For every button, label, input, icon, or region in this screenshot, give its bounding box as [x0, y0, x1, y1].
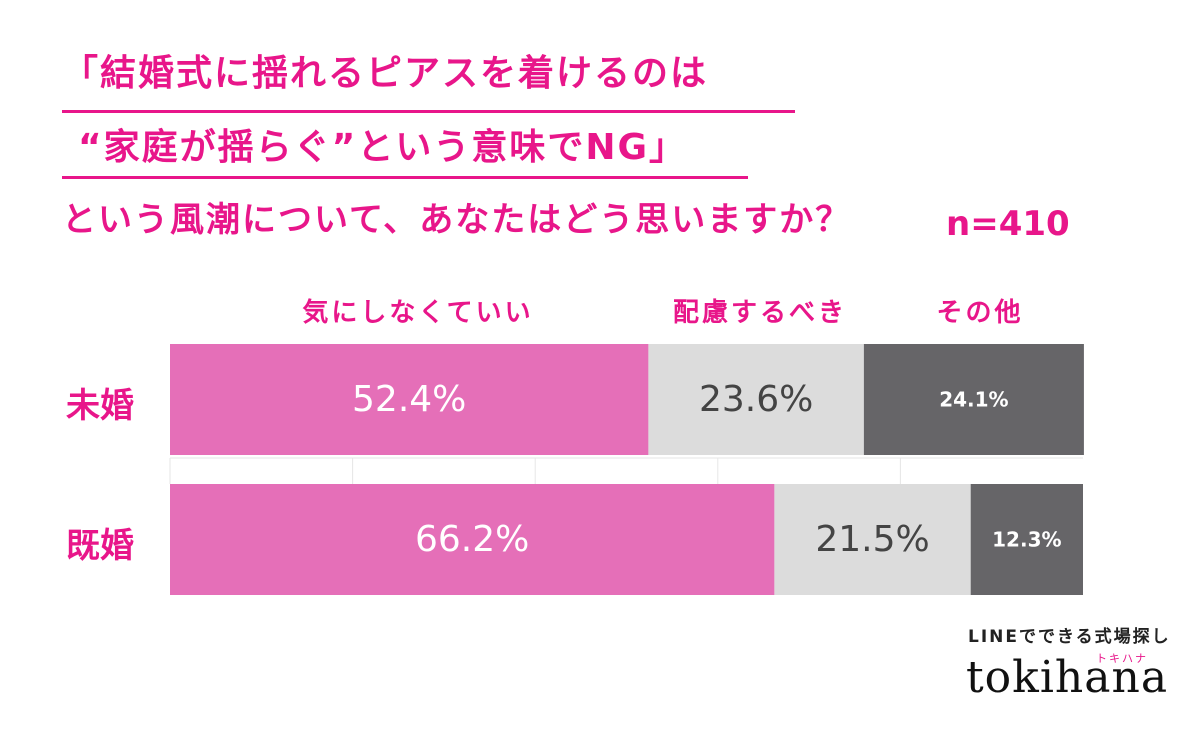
data-label: 52.4% — [352, 379, 466, 420]
legend-item: その他 — [936, 298, 1024, 328]
title-line-1: 「結婚式に揺れるピアスを着けるのは — [62, 53, 709, 94]
legend-item: 気にしなくていい — [302, 298, 534, 328]
bar-segment — [970, 484, 1083, 595]
title-underline-2 — [62, 176, 748, 179]
bar-segment — [170, 344, 649, 455]
data-label: 66.2% — [415, 519, 529, 560]
bar-segment — [170, 484, 775, 595]
data-label: 23.6% — [699, 379, 813, 420]
legend-item: 配慮するべき — [672, 298, 848, 328]
title-line-2: “家庭が揺らぐ”という意味でNG」 — [78, 127, 687, 168]
category-label: 既婚 — [66, 525, 134, 566]
category-label: 未婚 — [66, 385, 134, 426]
brand-tagline: LINEでできる式場探し — [968, 627, 1171, 647]
data-label: 21.5% — [815, 519, 929, 560]
brand-kana: トキハナ — [1096, 652, 1148, 665]
data-label: 12.3% — [992, 528, 1061, 552]
title-underline-1 — [62, 110, 795, 113]
bar-segment — [774, 484, 971, 595]
sample-size: n=410 — [946, 204, 1070, 244]
title-line-3: という風潮について、あなたはどう思いますか？ — [62, 200, 852, 240]
bar-segment — [863, 344, 1084, 455]
brand-logo: tokihana — [966, 652, 1169, 703]
bar-segment — [648, 344, 864, 455]
data-label: 24.1% — [939, 388, 1008, 412]
